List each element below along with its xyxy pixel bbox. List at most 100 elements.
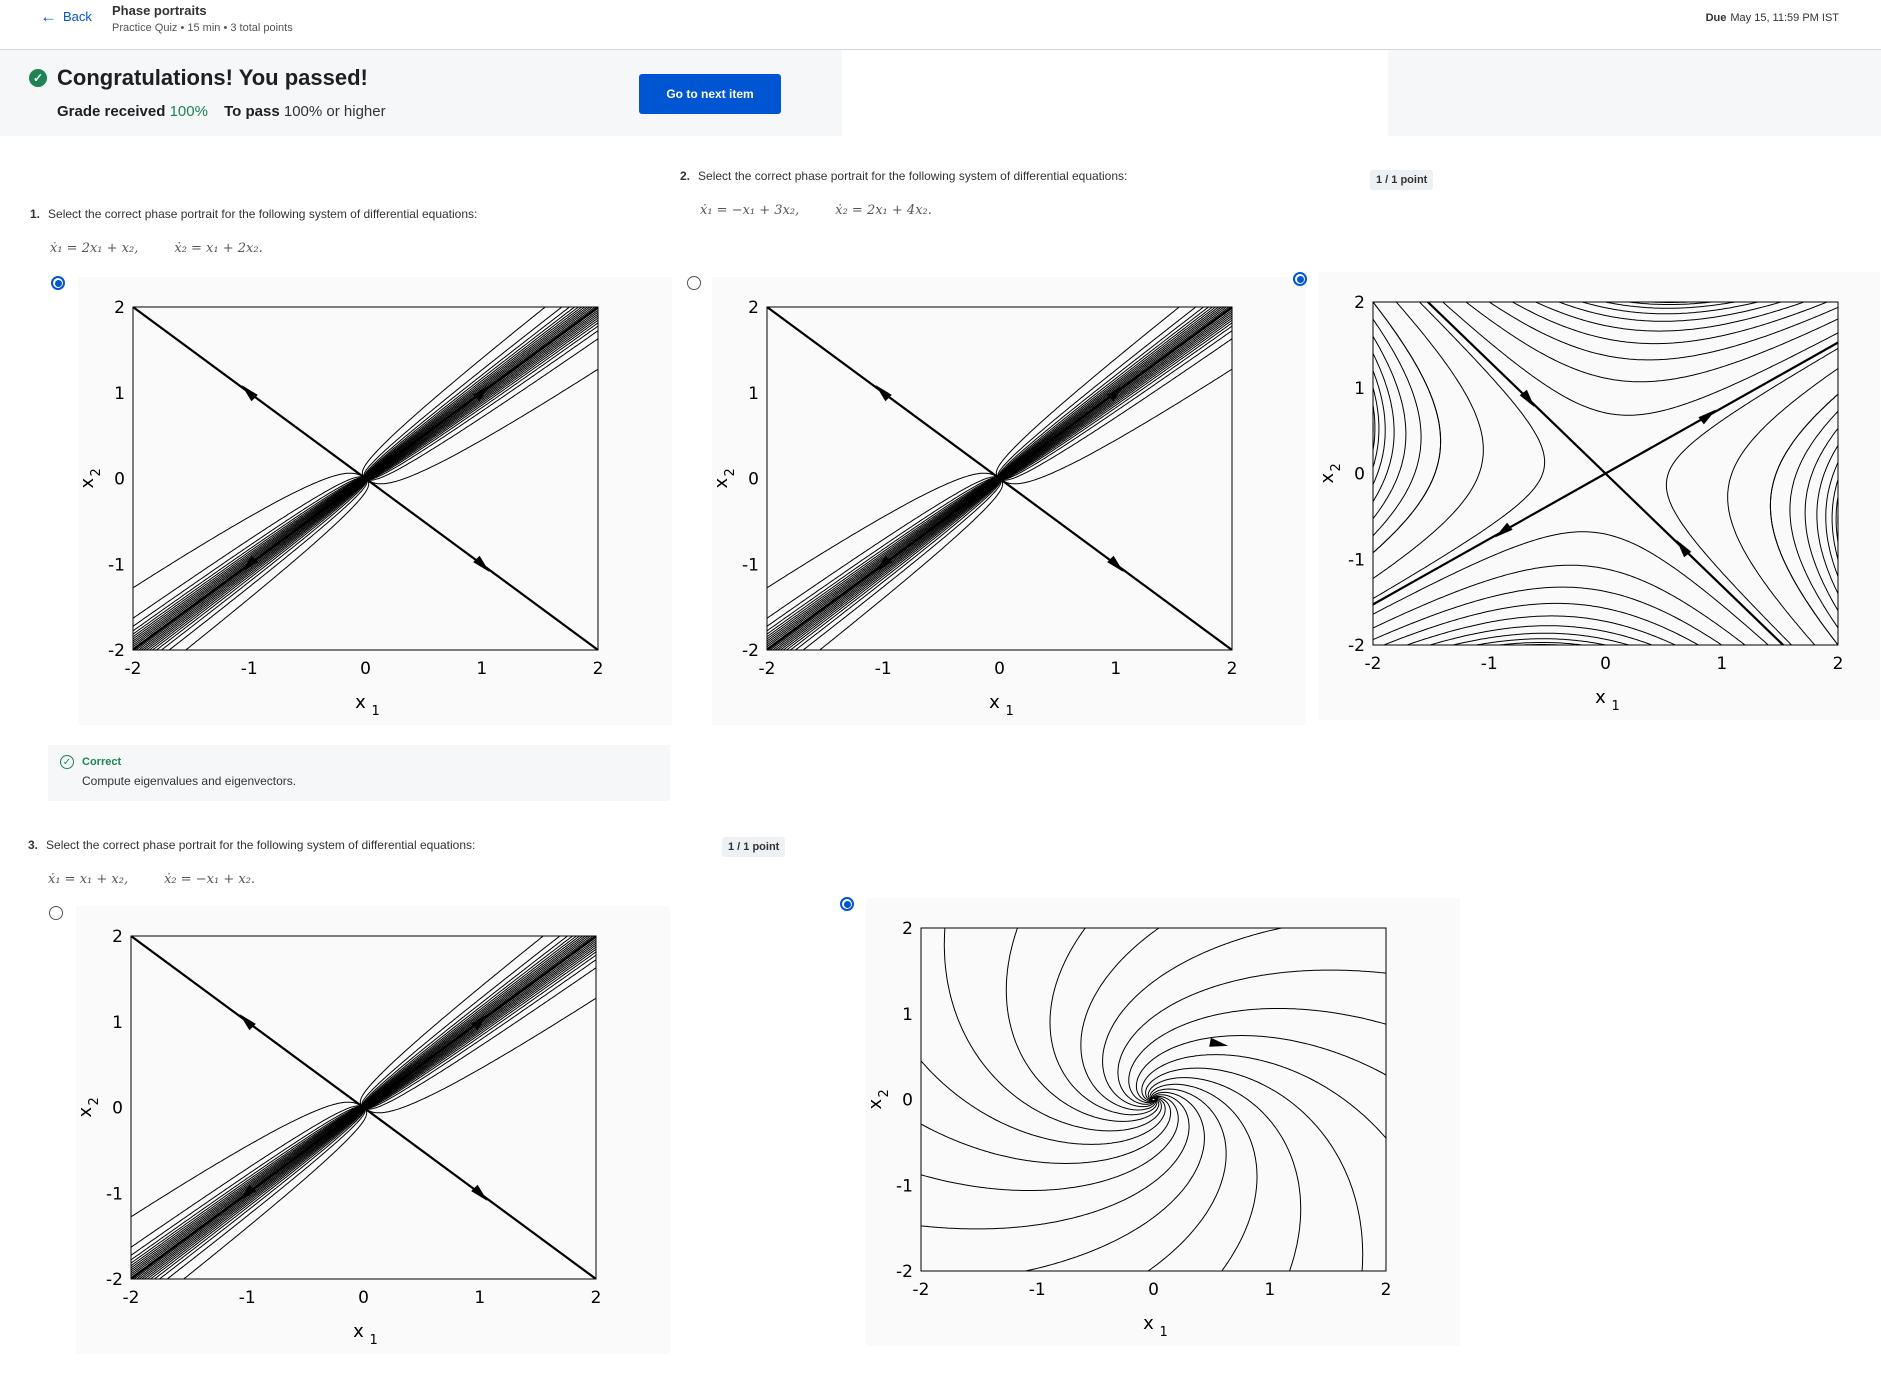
feedback-text: Compute eigenvalues and eigenvectors. xyxy=(82,774,297,788)
trajectory xyxy=(999,307,1223,478)
trajectory xyxy=(802,479,1002,650)
trajectory xyxy=(921,1094,1190,1230)
question-1-prompt: 1. Select the correct phase portrait for … xyxy=(30,207,477,221)
trajectory xyxy=(364,307,583,478)
trajectory xyxy=(131,1106,362,1256)
option-radio-q1-a[interactable] xyxy=(51,276,65,290)
trajectory xyxy=(365,959,596,1109)
trajectory xyxy=(794,480,1001,650)
top-bar xyxy=(0,0,1881,50)
trajectory xyxy=(359,936,544,1107)
trajectory xyxy=(365,940,596,1108)
trajectory xyxy=(365,951,596,1109)
option-radio-q3-a[interactable] xyxy=(49,906,63,920)
option-radio-q3-b[interactable] xyxy=(840,897,854,911)
trajectory xyxy=(1117,969,1386,1105)
trajectory xyxy=(131,1106,362,1261)
question-number: 1. xyxy=(30,207,41,221)
trajectory xyxy=(1512,302,1829,345)
x-axis-label: x xyxy=(353,1321,364,1342)
y-axis-label: x xyxy=(78,478,98,489)
x-tick-label: -2 xyxy=(759,659,776,679)
trajectory xyxy=(135,1108,363,1279)
x-tick-label: 2 xyxy=(1833,654,1844,674)
trajectory xyxy=(153,1108,365,1279)
trajectory xyxy=(149,1108,365,1279)
trajectory xyxy=(767,477,998,632)
trajectory xyxy=(131,1107,362,1275)
check-circle-icon: ✓ xyxy=(60,755,74,769)
trajectory xyxy=(1804,427,1838,611)
trajectory xyxy=(1605,302,1738,309)
y-tick-label: 2 xyxy=(112,927,123,947)
trajectory xyxy=(362,936,569,1106)
y-axis-label: x xyxy=(712,478,732,489)
trajectory xyxy=(1373,387,1380,470)
go-to-next-item-button[interactable]: Go to next item xyxy=(639,74,781,114)
trajectory xyxy=(767,476,998,619)
trajectory xyxy=(1373,439,1374,445)
trajectory xyxy=(1001,319,1232,480)
direction-arrow xyxy=(473,385,490,402)
trajectory xyxy=(140,1108,364,1279)
trajectory xyxy=(158,1109,365,1279)
trajectory xyxy=(1727,367,1838,645)
arrow-left-icon: ← xyxy=(40,7,57,26)
trajectory xyxy=(1485,644,1490,645)
points-badge: 1 / 1 point xyxy=(1370,170,1434,190)
y-tick-label: -2 xyxy=(106,1270,123,1290)
trajectory xyxy=(1049,928,1158,1116)
trajectory xyxy=(146,1108,365,1279)
trajectory xyxy=(1582,302,1760,315)
phase-portrait-q2-b[interactable]: -2 -2 -1 -1 0 0 1 1 2 2 x 1 x 2 xyxy=(1317,272,1880,720)
trajectory xyxy=(148,479,367,650)
phase-portrait-q1-a[interactable]: -2 -2 -1 -1 0 0 1 1 2 2 x 1 x 2 xyxy=(77,277,672,725)
x-tick-label: 1 xyxy=(1110,659,1121,679)
trajectory xyxy=(1837,421,1838,423)
trajectory xyxy=(1473,638,1606,645)
trajectory xyxy=(1745,302,1748,303)
direction-arrow xyxy=(241,385,258,402)
direction-arrow xyxy=(1698,409,1716,425)
trajectory xyxy=(363,307,563,478)
x-tick-label: -1 xyxy=(1481,654,1498,674)
trajectory xyxy=(921,1095,1179,1191)
trajectory xyxy=(131,936,596,1279)
trajectory xyxy=(364,307,580,478)
pass-label: To pass xyxy=(224,103,280,120)
trajectory xyxy=(1789,410,1838,629)
back-link[interactable]: ← Back xyxy=(40,8,92,25)
phase-portrait-q3-b[interactable]: -2 -2 -1 -1 0 0 1 1 2 2 x 1 x 2 xyxy=(865,898,1460,1346)
trajectory xyxy=(131,1106,362,1267)
trajectory xyxy=(921,1060,1166,1145)
direction-arrow xyxy=(471,1014,488,1031)
trajectory xyxy=(367,315,598,479)
phase-portrait-q3-a[interactable]: -2 -2 -1 -1 0 0 1 1 2 2 x 1 x 2 xyxy=(75,906,670,1354)
y-tick-label: -2 xyxy=(108,641,125,661)
direction-arrow xyxy=(473,555,490,572)
option-radio-q2-a[interactable] xyxy=(687,276,701,290)
trajectory xyxy=(1769,393,1838,645)
trajectory xyxy=(365,307,591,478)
x-tick-label: 0 xyxy=(994,659,1005,679)
trajectory xyxy=(943,928,1162,1132)
direction-arrow xyxy=(471,1184,488,1201)
option-radio-q2-b[interactable] xyxy=(1293,272,1307,286)
y-tick-label: 2 xyxy=(748,298,759,318)
grade-label: Grade received xyxy=(57,103,166,120)
y-axis-label: x xyxy=(866,1099,886,1110)
phase-portrait-q2-a[interactable]: -2 -2 -1 -1 0 0 1 1 2 2 x 1 x 2 xyxy=(711,277,1306,725)
trajectory xyxy=(1463,644,1466,645)
trajectory xyxy=(137,479,365,650)
trajectory xyxy=(1837,318,1838,320)
trajectory xyxy=(1373,370,1386,486)
x-axis-subscript: 1 xyxy=(1160,1325,1168,1340)
x-axis-subscript: 1 xyxy=(1612,699,1620,714)
trajectory xyxy=(767,477,998,627)
y-axis-subscript: 2 xyxy=(89,468,104,476)
trajectory xyxy=(1698,302,1705,303)
trajectory xyxy=(1373,302,1546,600)
